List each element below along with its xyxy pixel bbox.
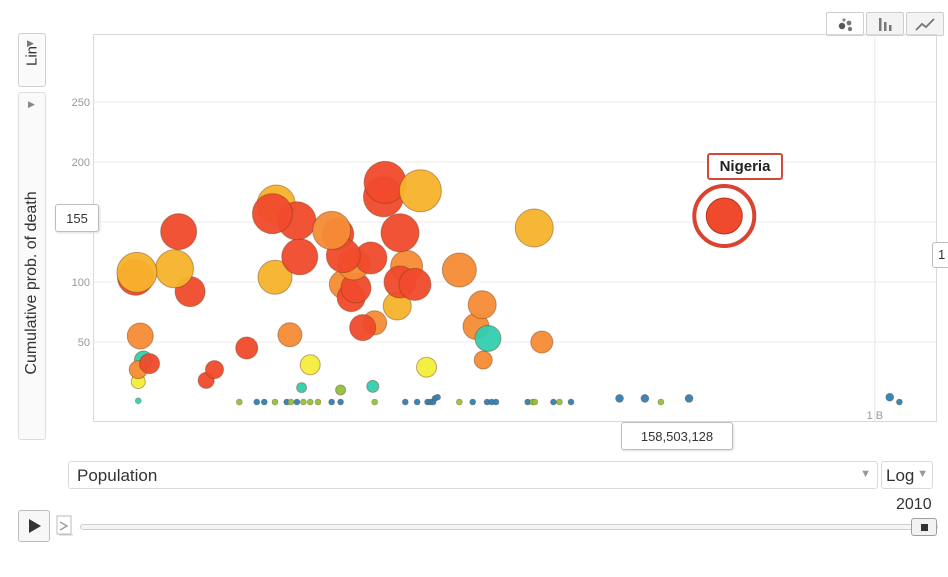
chevron-down-icon: ▼: [917, 468, 928, 480]
chart-type-switcher: [826, 12, 948, 36]
data-bubble: [349, 314, 377, 342]
chevron-right-icon: ▶: [28, 99, 35, 109]
year-label: 2010: [896, 496, 932, 513]
y-scale-label: Lin: [23, 45, 41, 67]
highlight-bubble-nigeria: [705, 197, 743, 235]
data-bubble: [567, 398, 575, 406]
data-bubble: [401, 398, 409, 406]
play-icon: [29, 519, 41, 533]
y-axis-label: Cumulative prob. of death: [23, 191, 40, 375]
data-bubble: [380, 213, 420, 253]
x-scale-label: Log: [886, 466, 915, 485]
data-bubble: [296, 382, 308, 394]
plot-area[interactable]: 501001502002501 B: [72, 34, 937, 422]
data-bubble: [556, 398, 563, 406]
bubble-chart[interactable]: 501001502002501 B: [72, 35, 936, 422]
x-scale-toggle[interactable]: Log ▼: [881, 461, 933, 489]
data-bubble: [896, 398, 903, 406]
data-bubble: [441, 252, 477, 288]
x-axis-select[interactable]: Population ▼: [68, 461, 878, 489]
data-bubble: [306, 398, 314, 406]
bubble-chart-view-button[interactable]: [826, 12, 864, 36]
highlight-label[interactable]: Nigeria: [707, 153, 783, 180]
data-bubble: [287, 398, 295, 406]
y-hover-value: 155: [55, 204, 99, 232]
data-bubble: [314, 398, 322, 406]
data-bubble: [253, 398, 261, 406]
data-bubble: [281, 238, 319, 276]
data-bubble: [474, 324, 502, 352]
data-bubble: [312, 210, 352, 250]
data-bubble: [413, 398, 421, 406]
bar-chart-icon: [879, 18, 892, 31]
chevron-down-icon: ▼: [860, 468, 871, 480]
data-bubble: [473, 350, 493, 370]
x-axis-select-value: Population: [77, 466, 158, 485]
data-bubble: [328, 398, 335, 406]
data-bubble: [467, 290, 497, 320]
data-bubble: [271, 398, 279, 406]
data-bubble: [300, 398, 307, 406]
timeline-track[interactable]: [80, 524, 938, 530]
data-bubble: [160, 213, 198, 251]
x-tick-label: 1 B: [867, 410, 884, 422]
line-chart-icon: [915, 18, 935, 31]
data-bubble: [363, 160, 407, 204]
y-scale-toggle[interactable]: ▶ Lin: [18, 33, 46, 87]
bubble-icon: [838, 18, 853, 32]
line-chart-view-button[interactable]: [906, 12, 944, 36]
data-bubble: [514, 208, 554, 248]
timeline-handle[interactable]: [911, 518, 937, 536]
y-axis-selector[interactable]: ▶ Cumulative prob. of death: [18, 92, 46, 440]
y-tick-label: 50: [78, 337, 90, 349]
data-bubble: [550, 398, 557, 406]
stop-icon: [920, 523, 928, 531]
data-bubble: [492, 398, 500, 406]
data-bubble: [531, 398, 539, 406]
data-bubble: [657, 398, 665, 406]
data-bubble: [684, 394, 694, 403]
data-bubble: [299, 354, 321, 376]
data-bubble: [640, 394, 650, 403]
data-bubble: [456, 398, 463, 406]
data-bubble: [134, 397, 142, 405]
chevron-right-icon: ▶: [27, 38, 34, 48]
trails-toggle[interactable]: [55, 514, 77, 538]
data-bubble: [885, 392, 895, 402]
y-tick-label: 250: [72, 97, 90, 109]
data-bubble: [366, 379, 380, 393]
data-bubble: [260, 398, 268, 406]
data-bubble: [293, 398, 301, 406]
data-bubble: [416, 356, 438, 378]
y-tick-label: 200: [72, 157, 90, 169]
data-bubble: [434, 393, 441, 401]
data-bubble: [371, 398, 378, 406]
data-bubble: [126, 322, 154, 350]
bar-chart-view-button[interactable]: [866, 12, 904, 36]
data-bubble: [277, 322, 303, 348]
data-bubble: [398, 169, 442, 213]
data-bubble: [615, 394, 624, 403]
data-bubble: [398, 267, 432, 301]
data-bubble: [337, 398, 344, 406]
data-bubble: [204, 360, 224, 380]
data-bubble: [236, 398, 243, 406]
data-bubble: [235, 336, 259, 360]
data-bubble: [257, 259, 293, 295]
data-bubble: [530, 330, 554, 354]
y-tick-label: 100: [72, 277, 90, 289]
data-bubble: [139, 353, 161, 375]
data-bubble: [335, 384, 347, 396]
right-edge-hover-value: 1: [932, 242, 948, 268]
data-bubble: [116, 251, 158, 293]
x-hover-value: 158,503,128: [621, 422, 733, 450]
data-bubble: [251, 193, 293, 235]
trails-icon: [56, 515, 73, 536]
data-bubble: [154, 249, 194, 289]
data-bubble: [469, 398, 477, 406]
play-button[interactable]: [18, 510, 50, 542]
